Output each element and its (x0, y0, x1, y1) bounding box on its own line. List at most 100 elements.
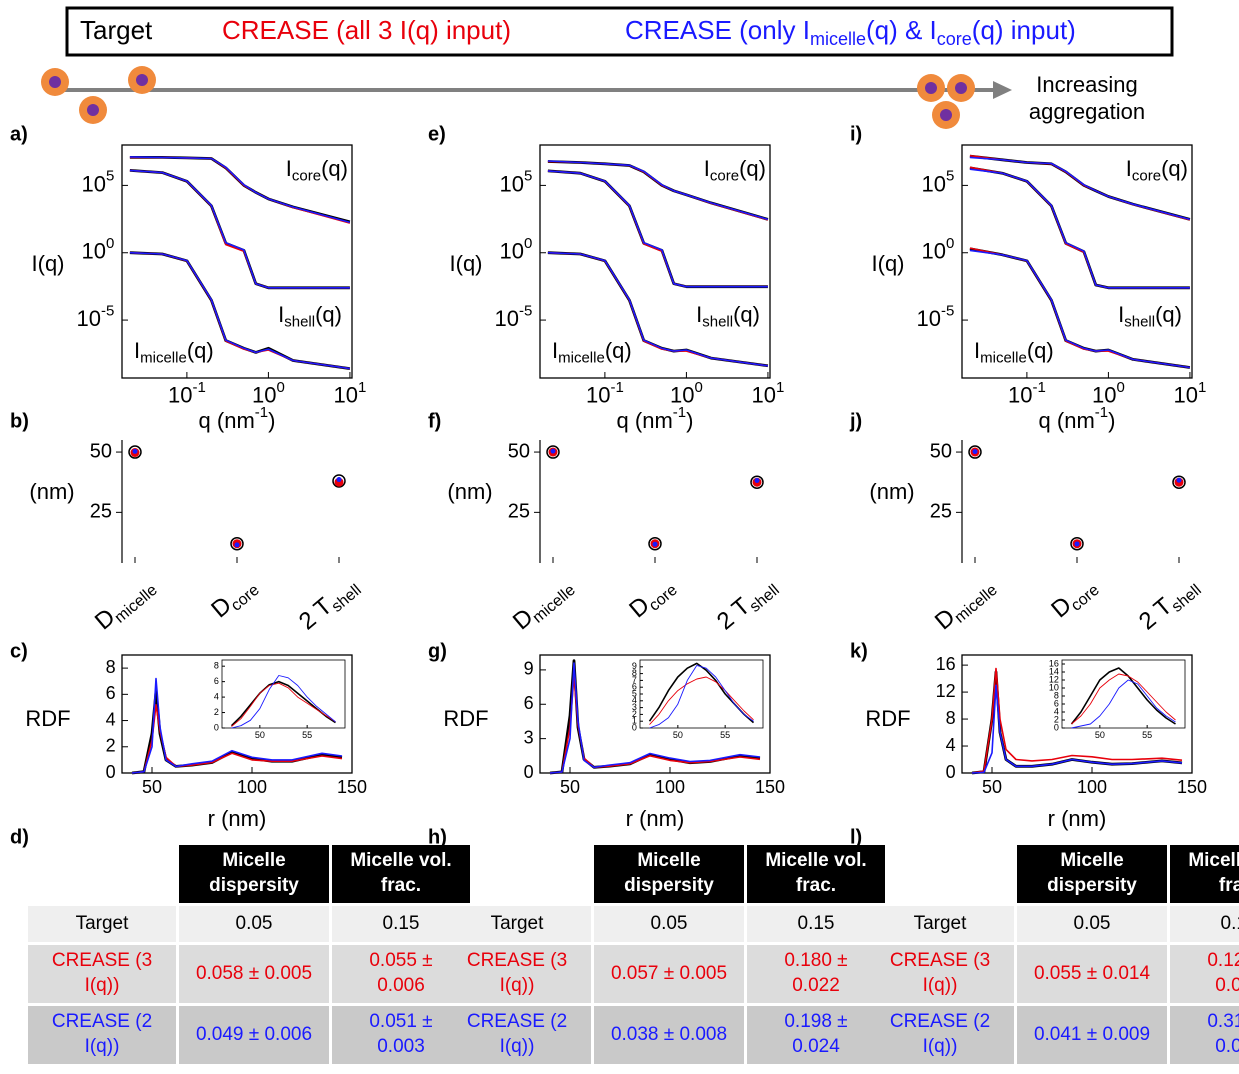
y-axis-label: (nm) (29, 479, 74, 504)
arrow-head (993, 81, 1012, 99)
y-tick-label: 2 (106, 736, 116, 756)
series-line (231, 682, 336, 727)
y-tick-label: 3 (632, 702, 637, 712)
x-tick-label: 50 (1095, 730, 1105, 740)
y-tick-label: 5 (632, 688, 637, 698)
y-tick-label: 0 (1054, 722, 1059, 732)
x-tick-label: 50 (142, 777, 162, 797)
text-part: (q) (1155, 302, 1182, 327)
row-label: Target (866, 906, 1014, 942)
subscript: core (937, 29, 972, 49)
inset-frame (221, 659, 346, 729)
y-tick-label: 8 (106, 657, 116, 677)
y-tick-label: 100 (499, 235, 532, 264)
arrow-label: Increasing (1036, 72, 1138, 97)
value-cell: 0.198 ± 0.024 (747, 1006, 885, 1064)
subscript: core (710, 168, 739, 185)
subscript: micelle (980, 350, 1027, 367)
value-cell: 0.05 (594, 906, 744, 942)
text-part: 10 (921, 171, 945, 196)
subscript: micelle (140, 350, 187, 367)
data-point (336, 477, 342, 483)
x-axis-label: q (nm-1) (617, 404, 694, 433)
text-part: 10 (494, 306, 518, 331)
header-cell: Micelle vol. frac. (747, 845, 885, 903)
x-tick-label: 100 (237, 777, 267, 797)
blank-cell (28, 845, 176, 903)
y-tick-label: 16 (1049, 658, 1059, 668)
text-part: 10 (916, 306, 940, 331)
y-tick-label: 10-5 (916, 302, 954, 331)
micelle-core-icon (49, 76, 61, 88)
series-line (649, 664, 754, 729)
y-tick-label: 6 (632, 682, 637, 692)
y-tick-label: 8 (632, 668, 637, 678)
x-axis-label: q (nm-1) (199, 404, 276, 433)
category-label: Dcore (206, 572, 263, 626)
row-label: CREASE (3 I(q)) (443, 945, 591, 1003)
subscript: shell (1124, 314, 1155, 331)
text-part: (q) (1161, 156, 1188, 181)
subscript: shell (747, 582, 783, 616)
text-part: I (1126, 156, 1132, 181)
series-line (1071, 673, 1176, 725)
y-tick-label: 1 (632, 716, 637, 726)
value-cell: 0.05 (1017, 906, 1167, 942)
y-tick-label: 100 (81, 235, 114, 264)
y-tick-label: 105 (81, 168, 114, 197)
x-tick-label: 55 (1142, 730, 1152, 740)
series-line (547, 170, 768, 288)
data-point (550, 448, 556, 454)
y-tick-label: 12 (1049, 674, 1059, 684)
header-cell: Micelle dispersity (1017, 845, 1167, 903)
superscript: 0 (694, 379, 702, 396)
y-tick-label: 6 (524, 693, 534, 713)
y-tick-label: 0 (524, 762, 534, 782)
y-tick-label: 100 (921, 235, 954, 264)
y-axis-label: (nm) (869, 479, 914, 504)
y-tick-label: 8 (946, 708, 956, 728)
text-part: (q) & I (866, 15, 937, 45)
header-cell: Micelle dispersity (179, 845, 329, 903)
superscript: 0 (106, 235, 114, 252)
superscript: 5 (106, 168, 114, 185)
x-tick-label: 10-1 (168, 379, 206, 408)
y-tick-label: 7 (632, 675, 637, 685)
curve-label: Ishell(q) (1118, 302, 1182, 331)
legend-entry: Target (80, 15, 153, 45)
y-tick-label: 4 (214, 691, 219, 701)
superscript: 5 (524, 168, 532, 185)
y-tick-label: 0 (946, 762, 956, 782)
y-tick-label: 3 (524, 727, 534, 747)
subscript: shell (702, 314, 733, 331)
y-tick-label: 50 (930, 440, 952, 462)
y-axis-label: (nm) (447, 479, 492, 504)
superscript: 0 (1116, 379, 1124, 396)
value-cell: 0.15 (1170, 906, 1239, 942)
text-part: 2 T (712, 593, 756, 636)
data-point (1176, 477, 1182, 483)
y-tick-label: 8 (1054, 690, 1059, 700)
y-axis-label: I(q) (872, 251, 905, 276)
panel-label: b) (10, 410, 29, 432)
series-line (649, 676, 754, 725)
text-part: (q) (315, 302, 342, 327)
panel-label: k) (850, 640, 868, 662)
series-line (547, 251, 769, 367)
x-axis-label: r (nm) (1048, 806, 1107, 831)
y-tick-label: 6 (106, 683, 116, 703)
series-line (969, 168, 1190, 289)
legend-entry: CREASE (only Imicelle(q) & Icore(q) inpu… (625, 15, 1076, 49)
category-label: Dmicelle (508, 572, 579, 638)
y-tick-label: 4 (106, 709, 116, 729)
subscript: micelle (558, 350, 605, 367)
data-point (234, 542, 240, 548)
y-tick-label: 10-5 (494, 302, 532, 331)
subscript: micelle (810, 29, 866, 49)
curve-label: Ishell(q) (278, 302, 342, 331)
x-axis-label: q (nm-1) (1039, 404, 1116, 433)
x-tick-label: 100 (1092, 379, 1125, 408)
